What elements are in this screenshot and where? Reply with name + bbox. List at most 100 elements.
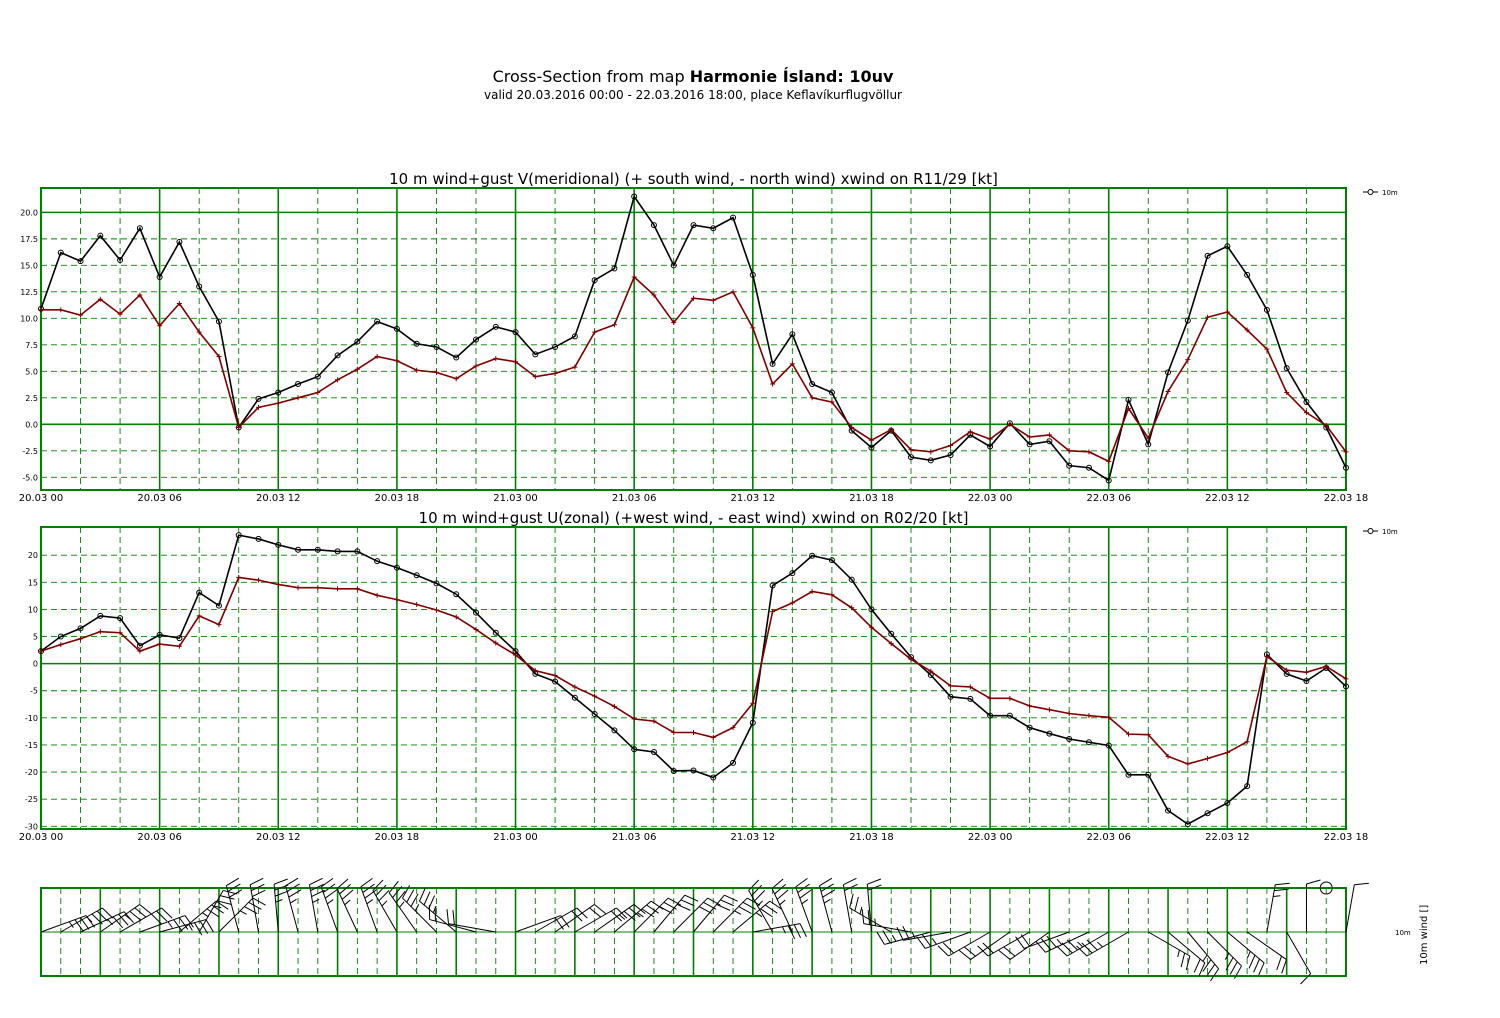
wind-barb-feather <box>633 904 646 915</box>
data-point <box>38 648 44 654</box>
data-point <box>492 323 499 330</box>
data-point <box>413 340 420 347</box>
wind-barb-feather <box>795 877 808 888</box>
data-point <box>849 424 855 430</box>
data-point <box>1264 346 1270 352</box>
wind-barb-feather <box>1015 936 1025 949</box>
data-point <box>1224 309 1230 315</box>
legend-marker <box>1367 528 1374 534</box>
wind-barb-half-feather <box>290 898 297 904</box>
data-point <box>196 613 202 619</box>
data-point <box>750 325 756 331</box>
data-point <box>650 749 657 756</box>
wind-barb-shaft <box>535 907 578 933</box>
wind-barb-feather <box>406 889 415 903</box>
wind-barb-feather <box>1076 945 1088 957</box>
data-point <box>770 381 776 387</box>
data-point <box>354 338 361 345</box>
wind-barb-half-feather <box>214 905 222 909</box>
data-point <box>1343 676 1349 682</box>
data-point <box>1185 357 1191 363</box>
wind-barb-shaft <box>1167 931 1206 964</box>
wind-barb-shaft <box>80 911 125 933</box>
legend-label: 10m <box>1382 528 1398 536</box>
data-point <box>394 597 400 603</box>
data-point <box>374 592 380 598</box>
x-tick-label: 20.03 06 <box>137 493 182 504</box>
wind-barb-feather <box>362 883 375 893</box>
wind-barb-feather <box>1066 939 1078 951</box>
wind-barb-feather <box>738 906 752 915</box>
data-point <box>987 443 994 450</box>
wind-barb-feather <box>1185 955 1191 971</box>
wind-barb-feather <box>896 927 904 941</box>
data-point <box>117 615 124 622</box>
data-point <box>1026 724 1033 731</box>
wind-barb-shaft <box>419 900 457 933</box>
data-point <box>216 622 222 628</box>
data-point <box>591 277 598 284</box>
data-point <box>967 695 974 702</box>
x-tick-label: 22.03 06 <box>1086 832 1131 843</box>
wind-barb-feather <box>161 907 173 919</box>
wind-barb-half-feather <box>874 918 877 926</box>
wind-barb-shaft <box>336 888 358 933</box>
y-tick-label: -2.5 <box>22 447 38 456</box>
wind-barb-feather <box>273 878 288 885</box>
data-point <box>947 452 954 459</box>
data-point <box>1284 667 1290 673</box>
data-point <box>967 684 973 690</box>
wind-barb-feather <box>423 891 431 906</box>
data-point <box>335 586 341 592</box>
data-point <box>849 605 855 611</box>
data-point <box>789 600 795 606</box>
data-point <box>1205 314 1211 320</box>
wind-barb-shaft <box>372 890 398 933</box>
wind-barb-half-feather <box>432 905 437 913</box>
data-point <box>631 716 637 722</box>
wind-barb-half-feather <box>931 938 937 945</box>
wind-barb-feather <box>101 907 114 919</box>
wind-barb-feather <box>402 885 411 899</box>
wind-barb-shaft <box>693 894 725 933</box>
y-tick-label: 0.0 <box>25 420 38 429</box>
wind-barb-feather <box>1193 958 1201 973</box>
data-point <box>78 636 84 642</box>
x-tick-label: 21.03 18 <box>849 493 894 504</box>
wind-barb-feather <box>819 877 833 887</box>
y-tick-label: 10 <box>28 605 38 614</box>
x-tick-label: 22.03 18 <box>1324 493 1369 504</box>
data-point <box>611 727 618 734</box>
wind-barb-half-feather <box>381 900 388 907</box>
data-point <box>1145 732 1151 738</box>
chart-panel-2: 10 m wind+gust U(zonal) (+west wind, - e… <box>19 509 1398 843</box>
wind-barb-half-feather <box>68 921 74 928</box>
data-point <box>453 591 460 598</box>
wind-barb-half-feather <box>1224 952 1230 960</box>
data-point <box>117 630 123 636</box>
data-point <box>57 249 64 256</box>
data-point <box>176 643 182 649</box>
data-point <box>354 586 360 592</box>
wind-barb-feather <box>937 945 949 957</box>
wind-barb-feather <box>446 909 449 924</box>
data-point <box>710 225 717 232</box>
wind-barb-half-feather <box>202 912 209 918</box>
wind-barb-shaft <box>1187 931 1220 970</box>
data-point <box>987 695 993 701</box>
wind-barb-shaft <box>903 931 951 941</box>
wind-barb-half-feather <box>1246 951 1251 959</box>
data-point <box>1165 807 1172 814</box>
data-point <box>592 693 598 699</box>
wind-barb-feather <box>1061 942 1073 954</box>
data-point <box>1046 438 1053 445</box>
wind-barb-feather <box>112 916 124 929</box>
data-point <box>1027 434 1033 440</box>
data-point <box>572 684 578 690</box>
wind-barb-feather <box>610 910 623 922</box>
data-point <box>928 449 934 455</box>
wind-barb-feather <box>1276 955 1283 971</box>
wind-barb-feather <box>286 883 300 892</box>
wind-barb-half-feather <box>188 923 193 931</box>
data-point <box>868 444 875 451</box>
